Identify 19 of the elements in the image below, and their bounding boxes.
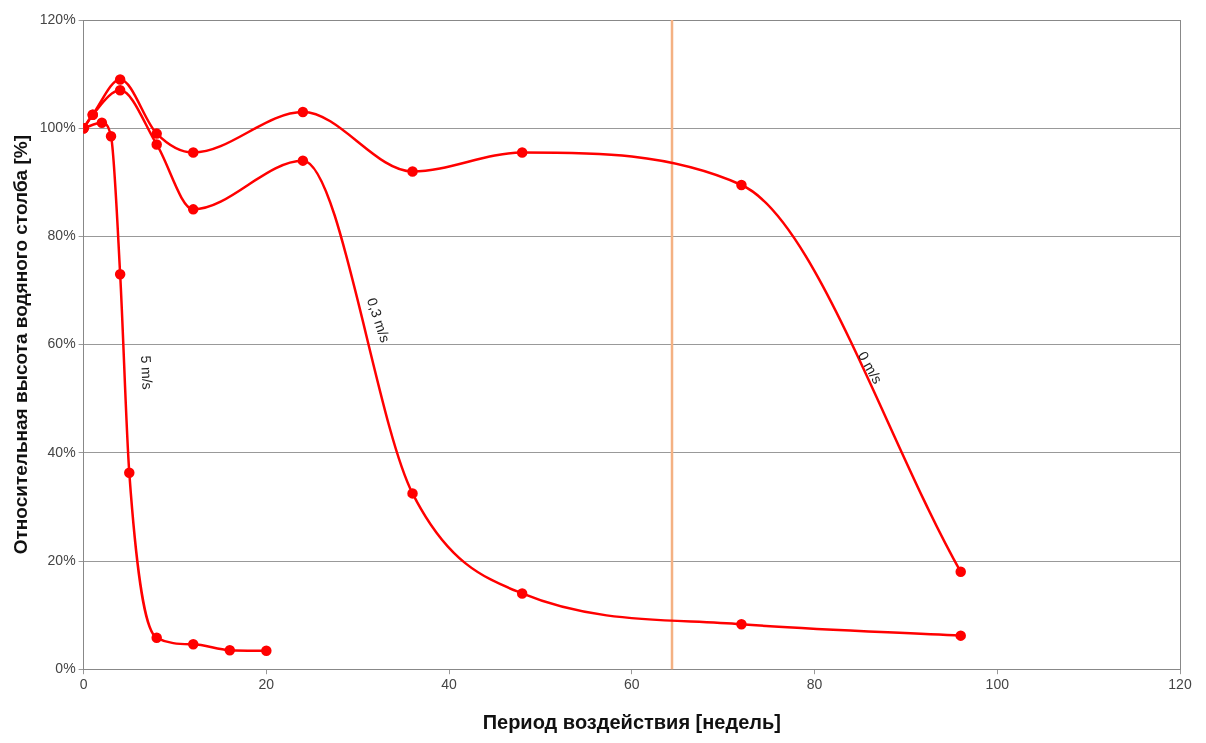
y-axis-title: Относительная высота водяного столба [%]: [9, 134, 31, 555]
y-tick-label: 0%: [55, 660, 76, 677]
text: 5 m/s: [138, 355, 156, 390]
x-tick-label: 40: [441, 676, 458, 693]
y-tick-label: 100%: [39, 119, 76, 136]
y-tick-label: 40%: [47, 443, 76, 460]
x-tick-label: 20: [258, 676, 275, 693]
x-tick-label: 120: [1168, 676, 1192, 693]
x-tick-label: 80: [806, 676, 823, 693]
text: 0 m/s: [854, 348, 886, 387]
y-tick-label: 80%: [47, 227, 76, 244]
y-tick-label: 60%: [47, 335, 76, 352]
x-tick-label: 0: [79, 676, 88, 693]
x-tick-label: 60: [624, 676, 640, 693]
text: 0,3 m/s: [363, 295, 394, 345]
y-tick-label: 20%: [47, 551, 76, 568]
y-tick-label: 120%: [39, 10, 76, 27]
x-axis-title: Период воздействия [недель]: [482, 710, 781, 733]
x-tick-label: 100: [985, 676, 1010, 693]
